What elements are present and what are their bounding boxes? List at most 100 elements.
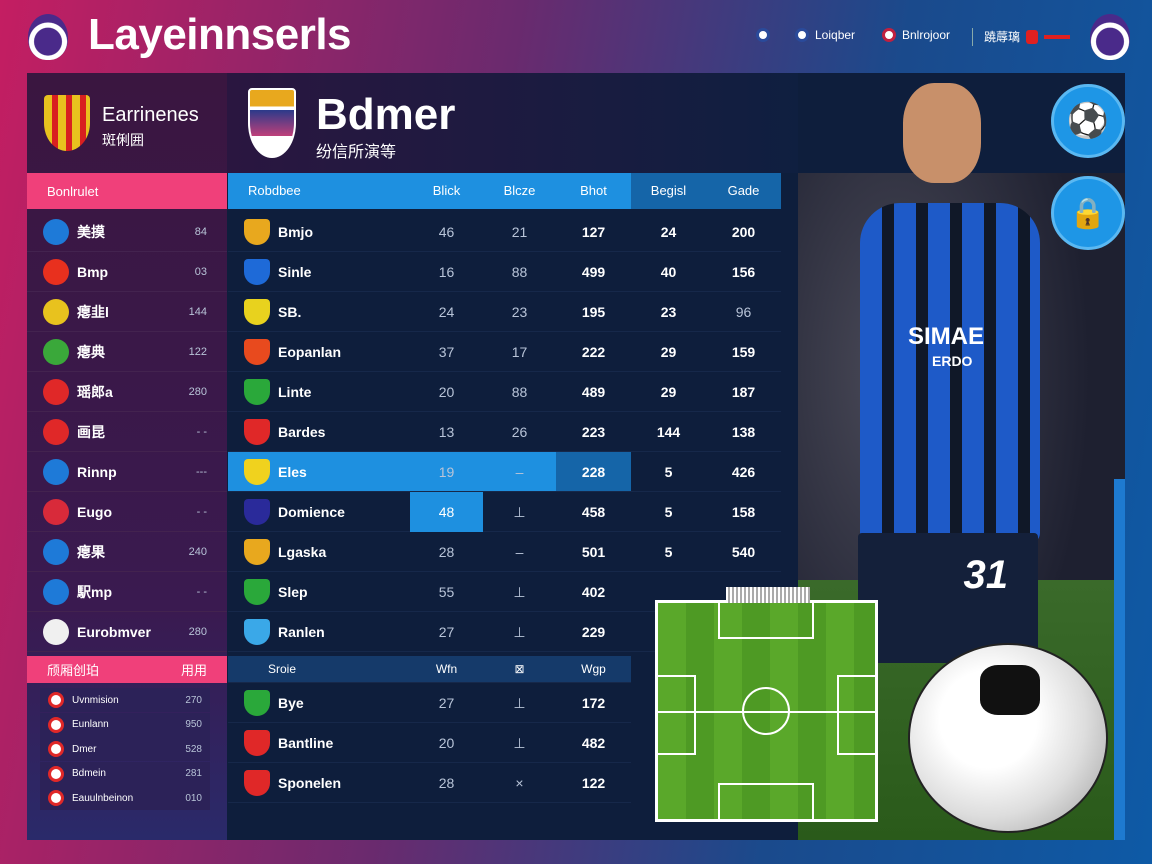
table-row[interactable]: Eopanlan 37 17 222 29 159 [228,332,781,372]
team-crest-icon [244,619,270,645]
column-header-5[interactable]: Gade [727,183,760,198]
sidebar-item[interactable]: Rinnp --- [27,452,227,492]
stat-cell: 223 [581,424,606,440]
stat-cell: ⊥ [513,695,526,711]
stat-cell: 19 [438,464,455,480]
globe-icon [795,28,809,42]
table-row[interactable]: Bmjo 46 21 127 24 200 [228,212,781,252]
player-shorts: 31 [858,533,1038,663]
stat-cell: 20 [438,735,455,751]
stat-cell: 158 [731,504,756,520]
column-header-4[interactable]: Begisl [650,183,687,198]
table-row[interactable]: Bye 27 ⊥ 172 [228,683,631,723]
league-logo-icon [28,14,68,60]
stat-cell: 23 [660,304,677,320]
team-name: Bardes [278,423,326,440]
stat-cell: 28 [438,544,455,560]
banner-subtitle: 纷信所演等 [316,144,397,161]
stat-cell: 20 [438,384,455,400]
sidebar-footer-item[interactable]: Eauulnbeinon 010 [40,786,210,810]
footer-item-value: 010 [185,792,202,804]
stat-cell: 26 [511,424,528,440]
stat-cell: 144 [656,424,681,440]
footer-item-value: 950 [185,719,202,730]
stat-cell: × [515,775,524,791]
stat-cell: – [515,544,524,560]
footer-item-value: 281 [185,768,202,779]
sidebar-footer-item[interactable]: Eunlann 950 [40,712,210,737]
team-crest-icon [244,259,270,285]
team-name: Linte [278,383,312,400]
team-name: Sinle [278,263,312,280]
table-row[interactable]: Lgaska 28 – 501 5 540 [228,532,781,572]
sidebar-item-label: Eugo [77,503,112,520]
sidebar-item[interactable]: 駅mp - - [27,572,227,612]
team-name: Eopanlan [278,343,342,360]
table-row[interactable]: SB. 24 23 195 23 96 [228,292,781,332]
sidebar-footer-header: 颀厢创珀 用用 [27,656,227,683]
lock-button[interactable]: 🔒 [1051,176,1125,250]
team-crest-icon [244,459,270,485]
sidebar-item[interactable]: Bmp 03 [27,252,227,292]
stat-cell: ⊥ [513,584,526,600]
soccer-ball-icon: ⚽ [1066,102,1110,140]
sidebar-item[interactable]: 瘪果 240 [27,532,227,572]
table-row[interactable]: Slep 55 ⊥ 402 [228,572,781,612]
table-row[interactable]: Bardes 13 26 223 144 138 [228,412,781,452]
stat-cell: 200 [731,224,756,240]
sidebar-item[interactable]: 美摸 84 [27,212,227,252]
team-name: Ranlen [278,623,325,640]
stat-cell: 55 [438,584,455,600]
sidebar-footer-item[interactable]: Dmer 528 [40,737,210,761]
team-badge-icon [43,339,69,365]
sidebar-item[interactable]: 瑶郎a 280 [27,372,227,412]
table-row[interactable]: Ranlen 27 ⊥ 229 [228,612,781,652]
team-crest-icon [244,499,270,525]
column-header-0[interactable]: Robdbee [248,183,301,198]
footer-item-label: Uvnmision [72,694,119,706]
team-badge-icon [43,619,69,645]
column-header-2[interactable]: Blcze [503,183,536,198]
stat-cell: 138 [731,424,756,440]
sidebar-item-label: 画昆 [77,423,105,440]
stat-cell: 122 [581,775,606,791]
nav-divider [972,28,973,46]
stat-cell: 96 [735,304,752,320]
footer-item-label: Bdmein [72,768,106,779]
table-row[interactable]: Bantline 20 ⊥ 482 [228,723,631,763]
stat-cell: 482 [581,735,606,751]
stat-cell: – [515,464,524,480]
sidebar-item[interactable]: 画昆 - - [27,412,227,452]
table-row[interactable]: Domience 48 ⊥ 458 5 158 [228,492,781,532]
nav-item-2[interactable]: Bnlrojoor [882,28,950,42]
team-name: Sponelen [278,774,342,791]
sidebar-footer-item[interactable]: Uvnmision 270 [40,688,210,712]
stat-cell: 501 [581,544,606,560]
stat-cell: 88 [511,264,528,280]
sidebar-item[interactable]: 瘪典 122 [27,332,227,372]
team-badge-icon [43,419,69,445]
table-subheader: Sroie Wfn ⊠ Wgp [228,656,631,683]
column-header-3[interactable]: Bhot [580,183,607,198]
pitch-box-left [658,675,696,755]
nav-item-3[interactable]: 蹺蓐璃 [984,28,1071,45]
table-row[interactable]: Sinle 16 88 499 40 156 [228,252,781,292]
subheader-cell: ⊠ [514,662,525,676]
team-badge-icon [48,790,64,806]
player-head [903,83,981,183]
column-header-1[interactable]: Blick [432,183,461,198]
team-crest-icon [244,539,270,565]
nav-item-1[interactable]: Loiqber [795,28,855,42]
soccer-ball-button[interactable]: ⚽ [1051,84,1125,158]
sidebar-item[interactable]: Eurobmver 280 [27,612,227,652]
sidebar-item[interactable]: Eugo - - [27,492,227,532]
table-row[interactable]: Sponelen 28 × 122 [228,763,631,803]
sidebar-item-label: Rinnp [77,463,117,480]
sidebar-footer-item[interactable]: Bdmein 281 [40,761,210,786]
table-row[interactable]: Eles 19 – 228 5 426 [228,452,781,492]
sidebar-item[interactable]: 瘪韭l 144 [27,292,227,332]
nav-home[interactable] [756,28,770,42]
stat-cell: 540 [731,544,756,560]
table-row[interactable]: Linte 20 88 489 29 187 [228,372,781,412]
stat-cell: 16 [438,264,455,280]
